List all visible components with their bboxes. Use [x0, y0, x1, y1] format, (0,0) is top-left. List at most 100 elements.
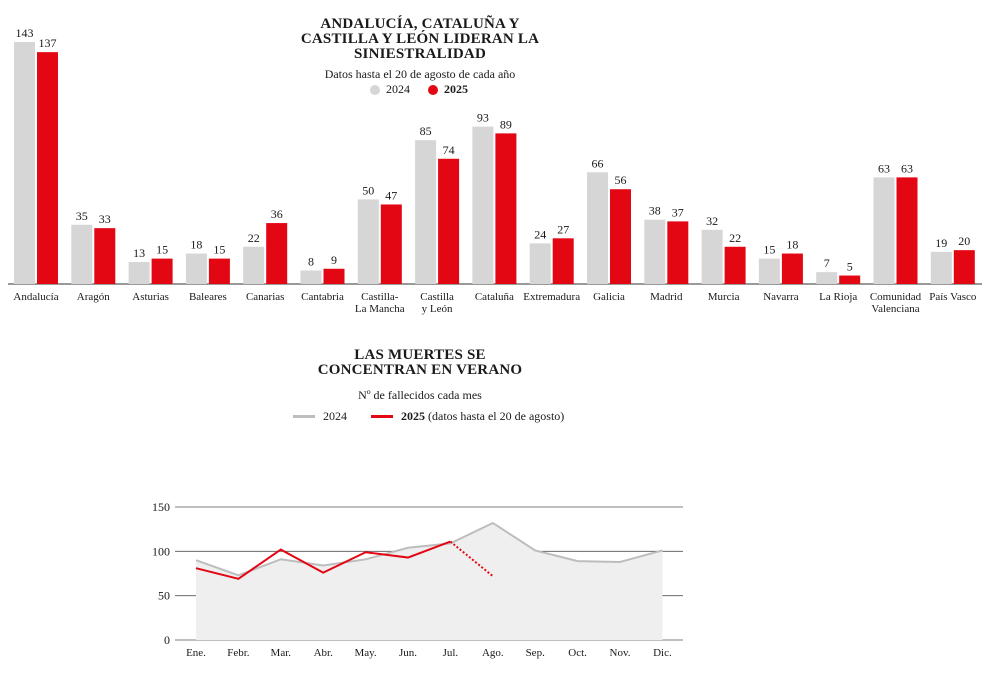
bar-2025	[953, 250, 975, 284]
x-tick-label: Ene.	[186, 647, 206, 659]
x-tick-label: Jul.	[443, 647, 459, 659]
bar-2025	[323, 268, 345, 284]
bar-2024	[243, 246, 265, 284]
bar-value-label-2024: 35	[76, 209, 88, 223]
bar-value-label-2025: 37	[672, 205, 684, 219]
category-label: Valenciana	[871, 303, 919, 315]
bar-value-label-2025: 22	[729, 231, 741, 245]
area-2024	[196, 522, 663, 640]
x-tick-label: Ago.	[482, 647, 504, 659]
bar-2025	[438, 158, 460, 284]
bar-2025	[495, 133, 517, 284]
bar-2024	[701, 229, 723, 284]
bar-2024	[472, 126, 494, 284]
bar-chart-legend: 2024 2025	[370, 82, 468, 97]
bar-2024	[14, 42, 35, 284]
x-tick-label: Febr.	[227, 647, 250, 659]
bar-2024	[415, 140, 437, 284]
x-tick-label: Nov.	[610, 647, 631, 659]
bar-value-label-2024: 85	[420, 124, 432, 138]
bar-chart-subtitle: Datos hasta el 20 de agosto de cada año	[324, 67, 516, 81]
bar-2025	[724, 246, 746, 284]
category-label: Cataluña	[475, 291, 514, 303]
line-2025-partial	[449, 540, 494, 577]
bar-2024	[644, 219, 666, 284]
bar-value-label-2024: 13	[133, 246, 145, 260]
bar-2025	[839, 275, 861, 284]
bar-2025	[266, 223, 288, 284]
legend-label-2024: 2024	[386, 82, 410, 96]
bar-chart-title: ANDALUCÍA, CATALUÑA Y CASTILLA Y LEÓN LI…	[245, 17, 595, 62]
bar-2025	[610, 189, 631, 284]
legend-label-2024: 2024	[323, 409, 347, 423]
category-label: Andalucía	[13, 291, 58, 303]
bar-value-label-2025: 63	[901, 161, 913, 175]
bar-2024	[587, 172, 608, 284]
bar-2025	[208, 258, 230, 284]
bar-2025	[667, 221, 689, 284]
bar-2025	[151, 258, 173, 284]
category-label: Baleares	[189, 291, 227, 303]
category-label: La Mancha	[355, 303, 405, 315]
category-label: País Vasco	[929, 291, 977, 303]
category-label: Extremadura	[523, 291, 580, 303]
bar-2024	[185, 253, 207, 284]
bar-2024	[816, 272, 838, 284]
category-label: Canarias	[246, 291, 284, 303]
bar-2025	[896, 177, 918, 284]
bar-value-label-2024: 19	[935, 236, 947, 250]
y-tick-label: 50	[158, 589, 170, 603]
bar-2024	[71, 224, 93, 284]
x-tick-label: Jun.	[399, 647, 417, 659]
category-label: Madrid	[650, 291, 683, 303]
legend-note-2025: (datos hasta el 20 de agosto)	[425, 409, 565, 423]
bar-chart: 143 137 Andalucía 35 33 Aragón 13 15 Asturias 18 1…	[8, 26, 982, 315]
category-label: La Rioja	[819, 291, 857, 303]
bar-value-label-2025: 15	[156, 243, 168, 257]
x-tick-label: Mar.	[271, 647, 292, 659]
legend-label-2025: 2025	[444, 82, 468, 96]
bar-2025	[380, 204, 402, 284]
bar-value-label-2025: 5	[847, 260, 853, 274]
legend-line-2024	[293, 415, 315, 418]
bar-value-label-2024: 93	[477, 111, 489, 125]
line-chart-title: LAS MUERTES SE CONCENTRAN EN VERANO	[260, 348, 580, 378]
category-label: Murcia	[708, 291, 740, 303]
bar-value-label-2024: 22	[248, 231, 260, 245]
x-tick-label: May.	[354, 647, 376, 659]
bar-2024	[357, 199, 379, 284]
category-label: Castilla	[420, 291, 454, 303]
category-label: Asturias	[132, 291, 169, 303]
x-tick-label: Sep.	[526, 647, 546, 659]
bar-value-label-2024: 7	[824, 256, 830, 270]
bar-2025	[552, 238, 574, 284]
bar-value-label-2024: 32	[706, 214, 718, 228]
bar-value-label-2025: 27	[557, 222, 569, 236]
bar-value-label-2025: 56	[615, 173, 627, 187]
bar-value-label-2024: 18	[190, 238, 202, 252]
category-label: Navarra	[763, 291, 799, 303]
bar-2024	[128, 262, 150, 284]
bar-value-label-2024: 143	[16, 26, 34, 40]
bar-value-label-2025: 33	[99, 212, 111, 226]
bar-2025	[37, 52, 58, 285]
bar-title-line: SINIESTRALIDAD	[353, 46, 486, 62]
category-label: Cantabria	[301, 291, 344, 303]
bar-value-label-2024: 15	[763, 243, 775, 257]
bar-value-label-2025: 47	[385, 188, 397, 202]
line-title-line: CONCENTRAN EN VERANO	[317, 362, 523, 378]
legend-line-2025	[371, 415, 393, 418]
line-2025	[195, 540, 451, 580]
legend-label-2025: 2025	[401, 409, 425, 423]
bar-2024	[873, 177, 895, 284]
bar-value-label-2025: 89	[500, 117, 512, 131]
bar-value-label-2025: 36	[271, 207, 283, 221]
line-chart: 0 50 100 150 Ene. Febr. Mar. Abr. May. Jun. Jul. Ag…	[152, 500, 683, 659]
bar-value-label-2024: 8	[308, 254, 314, 268]
y-tick-label: 150	[152, 500, 170, 514]
line-2024	[195, 521, 663, 577]
bar-title-line: ANDALUCÍA, CATALUÑA Y	[320, 16, 520, 32]
bar-2024	[300, 270, 322, 284]
bar-value-label-2025: 20	[958, 234, 970, 248]
bar-value-label-2025: 9	[331, 253, 337, 267]
